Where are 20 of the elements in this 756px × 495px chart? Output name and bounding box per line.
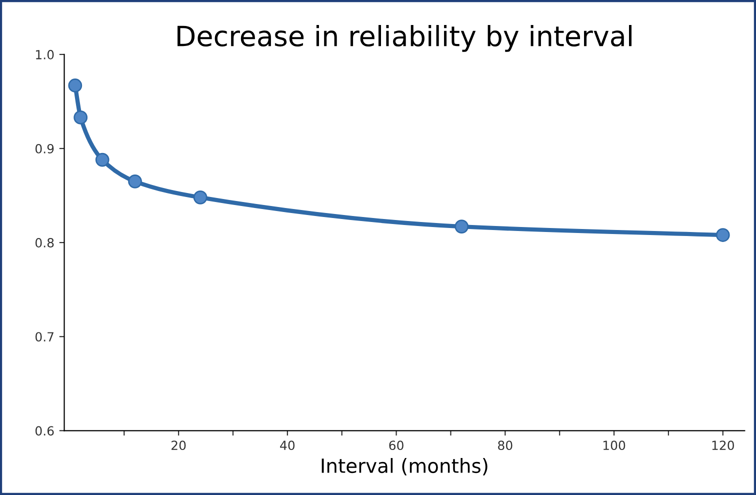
point — [68, 78, 82, 92]
point — [128, 174, 142, 188]
chart-title: Decrease in reliability by interval — [178, 25, 632, 52]
y-tick-label: 1.0 — [36, 50, 54, 60]
y-tick-label: 0.6 — [35, 426, 54, 436]
y-tick-label: 0.7 — [35, 332, 54, 342]
point — [193, 190, 208, 204]
point — [716, 228, 730, 242]
y-tick-label: 0.9 — [35, 144, 54, 154]
x-tick-label: 20 — [172, 440, 186, 450]
x-tick-label: 120 — [712, 440, 734, 450]
x-tick-label: 60 — [389, 440, 404, 450]
x-tick-label: 40 — [280, 440, 295, 450]
x-tick-label: 100 — [603, 440, 626, 450]
point — [454, 220, 469, 234]
x-axis-title: Interval (months) — [322, 458, 488, 476]
point — [95, 152, 110, 167]
x-tick-label: 80 — [498, 440, 512, 450]
point — [74, 110, 88, 124]
y-tick-label: 0.8 — [35, 238, 54, 248]
